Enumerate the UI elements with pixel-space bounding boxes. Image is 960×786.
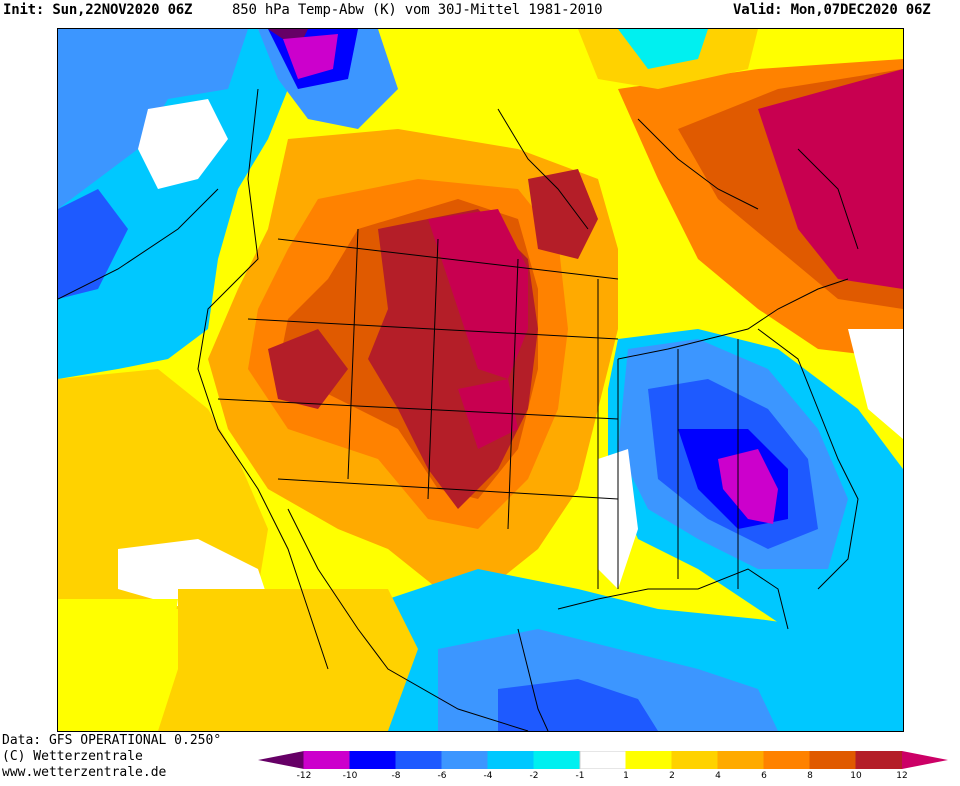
legend-tick-label: 8 xyxy=(807,771,813,781)
cold-core xyxy=(718,449,778,524)
valid-time-label: Valid: Mon,07DEC2020 06Z xyxy=(733,2,931,18)
legend-tick-label: 4 xyxy=(715,771,721,781)
website-label: www.wetterzentrale.de xyxy=(2,765,167,780)
legend-left-arrow xyxy=(258,751,304,769)
legend-swatch xyxy=(303,751,351,769)
legend-swatch xyxy=(395,751,443,769)
temperature-anomaly-map xyxy=(57,28,904,732)
legend-swatch xyxy=(625,751,673,769)
legend-tick-label: 1 xyxy=(623,771,629,781)
data-source-label: Data: GFS OPERATIONAL 0.250° xyxy=(2,733,222,748)
legend-swatch xyxy=(533,751,581,769)
legend-tick-label: 10 xyxy=(850,771,862,781)
map-title: 850 hPa Temp-Abw (K) vom 30J-Mittel 1981… xyxy=(232,2,603,18)
legend-swatch xyxy=(763,751,811,769)
legend-tick-label: -1 xyxy=(575,771,585,781)
legend-tick-label: -2 xyxy=(529,771,539,781)
legend-right-arrow xyxy=(902,751,948,769)
legend-swatch xyxy=(717,751,765,769)
init-time-label: Init: Sun,22NOV2020 06Z xyxy=(3,2,193,18)
legend-swatch xyxy=(441,751,489,769)
copyright-label: (C) Wetterzentrale xyxy=(2,749,143,764)
color-legend-bar xyxy=(258,751,948,769)
legend-swatch xyxy=(349,751,397,769)
legend-tick-label: -6 xyxy=(437,771,447,781)
legend-swatch xyxy=(855,751,903,769)
legend-tick-label: 12 xyxy=(896,771,908,781)
legend-swatch xyxy=(671,751,719,769)
legend-tick-label: -10 xyxy=(342,771,358,781)
legend-tick-label: 2 xyxy=(669,771,675,781)
legend-swatch xyxy=(579,751,627,769)
legend-tick-label: 6 xyxy=(761,771,767,781)
legend-swatch xyxy=(809,751,857,769)
legend-tick-label: -8 xyxy=(391,771,401,781)
legend-tick-label: -12 xyxy=(296,771,312,781)
legend-tick-label: -4 xyxy=(483,771,493,781)
legend-swatch xyxy=(487,751,535,769)
